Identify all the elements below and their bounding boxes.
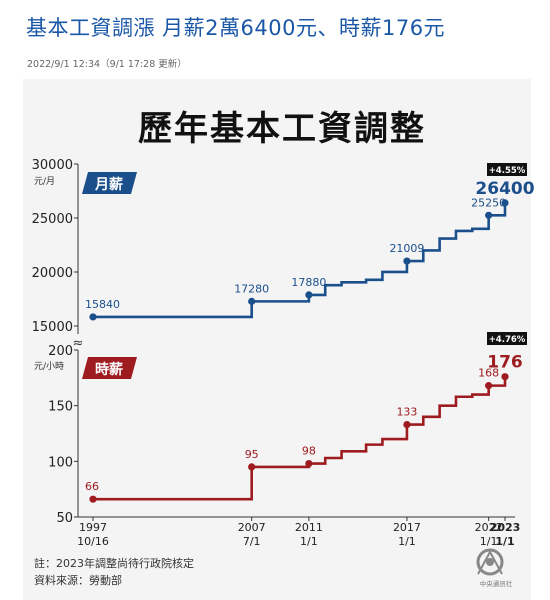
monthly-ytick-label: 20000 [32, 266, 73, 281]
x-tick-year: 2011 [295, 521, 323, 534]
hourly-point-label: 66 [85, 480, 99, 493]
monthly-change-text: +4.55% [489, 166, 526, 176]
monthly-ytick-label: 15000 [32, 320, 73, 335]
x-tick-date: 1/1 [398, 535, 416, 548]
hourly-point [248, 463, 256, 471]
chart-note: 註：2023年調整尚待行政院核定 [34, 556, 194, 570]
x-tick-date: 1/1 [480, 535, 498, 548]
x-tick-year: 1997 [79, 521, 107, 534]
x-tick-date: 1/1 [300, 535, 318, 548]
hourly-point-label: 95 [245, 448, 259, 461]
x-tick-year: 2023 [490, 521, 521, 534]
hourly-point [501, 373, 509, 381]
cna-logo: 中央通訊社 [476, 548, 513, 588]
monthly-point-label: 17880 [291, 276, 326, 289]
x-tick-date: 10/16 [77, 535, 109, 548]
monthly-point [403, 257, 411, 265]
x-tick-year: 2017 [393, 521, 421, 534]
chart-card [23, 79, 531, 600]
x-tick-year: 2022 [475, 521, 503, 534]
monthly-point-label: 26400 [475, 179, 534, 199]
hourly-y-ticks: 50 100 150 200 [48, 344, 78, 526]
monthly-ytick-label: 25000 [32, 212, 73, 227]
article-headline: 基本工資調漲 月薪2萬6400元、時薪176元 [26, 16, 446, 40]
monthly-series-line [93, 202, 507, 319]
monthly-point-label: 25250 [471, 196, 506, 209]
monthly-point-label: 21009 [389, 242, 424, 255]
hourly-series-line [93, 376, 507, 501]
hourly-point-label: 176 [487, 353, 523, 373]
hourly-point [305, 459, 313, 468]
hourly-point [485, 382, 493, 390]
hourly-point-label: 168 [478, 367, 499, 380]
hourly-unit-label: 元/小時 [34, 361, 64, 372]
hourly-series-name: 時薪 [95, 361, 123, 378]
hourly-ytick-label: 100 [48, 455, 73, 470]
monthly-ytick-label: 30000 [32, 158, 73, 173]
x-tick-year: 2007 [238, 521, 266, 534]
monthly-point [485, 211, 493, 219]
hourly-ytick-label: 150 [48, 400, 73, 415]
x-axis-ticks: 199710/1620077/120111/120171/120221/1202… [77, 517, 520, 548]
cna-logo-text: 中央通訊社 [480, 579, 513, 588]
monthly-point [305, 291, 313, 299]
monthly-y-ticks: 15000 20000 25000 30000 [32, 158, 78, 335]
hourly-point-label: 133 [396, 406, 417, 419]
chart-source: 資料來源：勞動部 [34, 573, 122, 587]
monthly-point-label: 17280 [234, 282, 269, 295]
monthly-change-badge: +4.55% [487, 163, 527, 176]
chart-title: 歷年基本工資調整 [138, 109, 426, 149]
hourly-point [89, 495, 97, 503]
hourly-change-text: +4.76% [489, 335, 526, 345]
hourly-point-label: 98 [302, 445, 316, 458]
monthly-point [501, 199, 509, 207]
x-tick-date: 1/1 [495, 535, 514, 548]
hourly-series-tag: 時薪 [82, 357, 137, 379]
monthly-unit-label: 元/月 [34, 176, 55, 187]
x-tick-date: 7/1 [243, 535, 261, 548]
monthly-point [89, 313, 97, 321]
monthly-series-name: 月薪 [94, 176, 123, 193]
monthly-point-label: 15840 [85, 298, 120, 311]
axis-break-mark: ≈ [73, 336, 84, 351]
monthly-series-tag: 月薪 [82, 172, 137, 194]
hourly-change-badge: +4.76% [487, 332, 527, 345]
hourly-point [403, 420, 411, 429]
hourly-ytick-label: 200 [48, 344, 73, 359]
hourly-ytick-label: 50 [56, 511, 73, 526]
article-dateline: 2022/9/1 12:34（9/1 17:28 更新） [27, 59, 187, 70]
monthly-point [248, 297, 256, 305]
